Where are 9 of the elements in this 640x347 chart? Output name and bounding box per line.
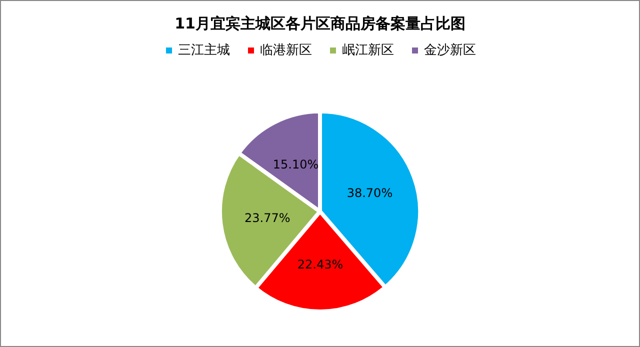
- data-label: 23.77%: [244, 211, 290, 226]
- data-label: 15.10%: [272, 157, 319, 172]
- chart-title: 11月宜宾主城区各片区商品房备案量占比图: [174, 14, 466, 32]
- legend-label: 岷江新区: [342, 43, 394, 58]
- data-label: 38.70%: [346, 186, 393, 200]
- legend-label: 三江主城: [178, 42, 230, 58]
- legend-label: 临港新区: [260, 43, 312, 58]
- legend-label: 金沙新区: [424, 43, 476, 58]
- data-label: 22.43%: [297, 257, 344, 272]
